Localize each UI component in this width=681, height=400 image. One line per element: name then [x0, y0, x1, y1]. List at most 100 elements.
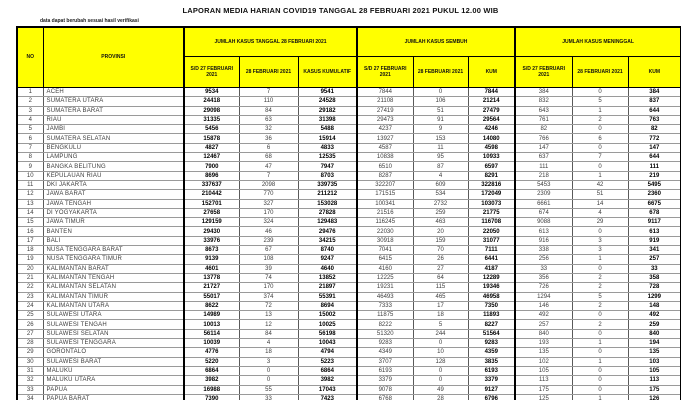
recovered-prior: 19231: [356, 282, 414, 293]
cases-cumulative: 13852: [297, 272, 358, 284]
deaths-prior: 674: [514, 207, 573, 219]
deaths-prior: 6661: [514, 198, 573, 209]
cases-prior: 5456: [183, 124, 240, 135]
deaths-new: 1: [571, 337, 629, 349]
province-name: NUSA TENGGARA BARAT: [42, 245, 185, 256]
province-name: JAWA TENGAH: [42, 198, 185, 209]
province-name: NUSA TENGGARA TIMUR: [42, 254, 185, 265]
cases-prior: 55017: [183, 291, 240, 302]
recovered-new: 51: [412, 105, 469, 116]
table-row: 1 ACEH 9534 7 9541 7844 0 7844 384 0 384: [16, 86, 681, 98]
table-row: 16 BANTEN 29430 46 29476 22030 20 22050 613 0 613: [16, 226, 681, 237]
recovered-prior: 100341: [356, 198, 414, 209]
cases-new: 46: [238, 226, 299, 237]
deaths-prior: 643: [514, 105, 573, 116]
cases-prior: 10013: [183, 319, 240, 330]
deaths-cumulative: 772: [627, 133, 681, 144]
deaths-new: 2: [571, 319, 629, 330]
cases-cumulative: 5223: [297, 356, 358, 367]
recovered-cumulative: 9127: [467, 384, 516, 395]
cases-prior: 24418: [183, 96, 240, 107]
province-name: DI YOGYAKARTA: [42, 207, 185, 219]
cases-prior: 29430: [183, 226, 240, 237]
row-number: 26: [16, 319, 44, 330]
deaths-new: 51: [571, 189, 629, 200]
recovered-prior: 3379: [356, 375, 414, 386]
deaths-new: 0: [571, 375, 629, 386]
cases-cumulative: 17043: [297, 384, 358, 395]
cases-prior: 210442: [183, 189, 240, 200]
province-name: SULAWESI TENGGARA: [42, 337, 185, 349]
deaths-new: 0: [571, 226, 629, 237]
cases-new: 63: [238, 114, 299, 126]
recovered-new: 463: [412, 217, 469, 228]
recovered-cumulative: 6441: [467, 254, 516, 265]
cases-cumulative: 129483: [297, 217, 358, 228]
deaths-new: 1: [571, 393, 629, 400]
deaths-prior: 102: [514, 356, 573, 367]
cases-new: 324: [238, 217, 299, 228]
cases-cumulative: 4794: [297, 347, 358, 358]
cases-cumulative: 21897: [297, 282, 358, 293]
table-row: 7 BENGKULU 4827 6 4833 4587 11 4598 147 0 147: [16, 142, 681, 154]
col-header-recovered-prior: S/D 27 FEBRUARI 2021: [356, 56, 414, 88]
recovered-new: 2732: [412, 198, 469, 209]
cases-prior: 8696: [183, 170, 240, 181]
table-header: NO PROVINSI JUMLAH KASUS TANGGAL 28 FEBR…: [16, 26, 681, 88]
row-number: 12: [16, 189, 44, 200]
cases-new: 55: [238, 384, 299, 395]
table-row: 20 KALIMANTAN BARAT 4601 39 4640 4160 27 4187 33…: [16, 263, 681, 274]
cases-prior: 14989: [183, 310, 240, 321]
recovered-cumulative: 6597: [467, 161, 516, 172]
province-name: ACEH: [42, 86, 185, 98]
cases-new: 108: [238, 254, 299, 265]
table-row: 24 KALIMANTAN UTARA 8622 72 8694 7333 17 7350 14…: [16, 300, 681, 312]
recovered-new: 0: [412, 375, 469, 386]
cases-cumulative: 27828: [297, 207, 358, 219]
deaths-cumulative: 148: [627, 300, 681, 312]
province-name: JAWA BARAT: [42, 189, 185, 200]
deaths-new: 4: [571, 207, 629, 219]
deaths-cumulative: 840: [627, 328, 681, 340]
cases-cumulative: 10025: [297, 319, 358, 330]
deaths-cumulative: 341: [627, 245, 681, 256]
deaths-prior: 916: [514, 235, 573, 247]
cases-prior: 15878: [183, 133, 240, 144]
cases-prior: 152701: [183, 198, 240, 209]
deaths-prior: 147: [514, 142, 573, 154]
cases-prior: 9534: [183, 86, 240, 98]
recovered-cumulative: 4598: [467, 142, 516, 154]
row-number: 27: [16, 328, 44, 340]
cases-cumulative: 9541: [297, 86, 358, 98]
recovered-prior: 51320: [356, 328, 414, 340]
deaths-cumulative: 728: [627, 282, 681, 293]
deaths-prior: 193: [514, 337, 573, 349]
deaths-prior: 613: [514, 226, 573, 237]
province-name: BANTEN: [42, 226, 185, 237]
deaths-cumulative: 126: [627, 393, 681, 400]
deaths-prior: 175: [514, 384, 573, 395]
province-name: SULAWESI TENGAH: [42, 319, 185, 330]
deaths-new: 42: [571, 179, 629, 191]
recovered-cumulative: 31077: [467, 235, 516, 247]
cases-cumulative: 5488: [297, 124, 358, 135]
recovered-new: 10: [412, 347, 469, 358]
deaths-new: 0: [571, 365, 629, 377]
recovered-new: 5: [412, 319, 469, 330]
recovered-new: 28: [412, 393, 469, 400]
recovered-prior: 4349: [356, 347, 414, 358]
recovered-cumulative: 116708: [467, 217, 516, 228]
recovered-cumulative: 12289: [467, 272, 516, 284]
recovered-prior: 116245: [356, 217, 414, 228]
row-number: 4: [16, 114, 44, 126]
recovered-prior: 21108: [356, 96, 414, 107]
recovered-new: 0: [412, 337, 469, 349]
table-row: 26 SULAWESI TENGAH 10013 12 10025 8222 5 8227 25…: [16, 319, 681, 330]
recovered-cumulative: 9283: [467, 337, 516, 349]
table-row: 17 BALI 33976 239 34215 30918 159 31077 916 3 919: [16, 235, 681, 247]
recovered-new: 91: [412, 114, 469, 126]
deaths-cumulative: 103: [627, 356, 681, 367]
cases-new: 7: [238, 170, 299, 181]
recovered-prior: 6415: [356, 254, 414, 265]
recovered-prior: 8287: [356, 170, 414, 181]
